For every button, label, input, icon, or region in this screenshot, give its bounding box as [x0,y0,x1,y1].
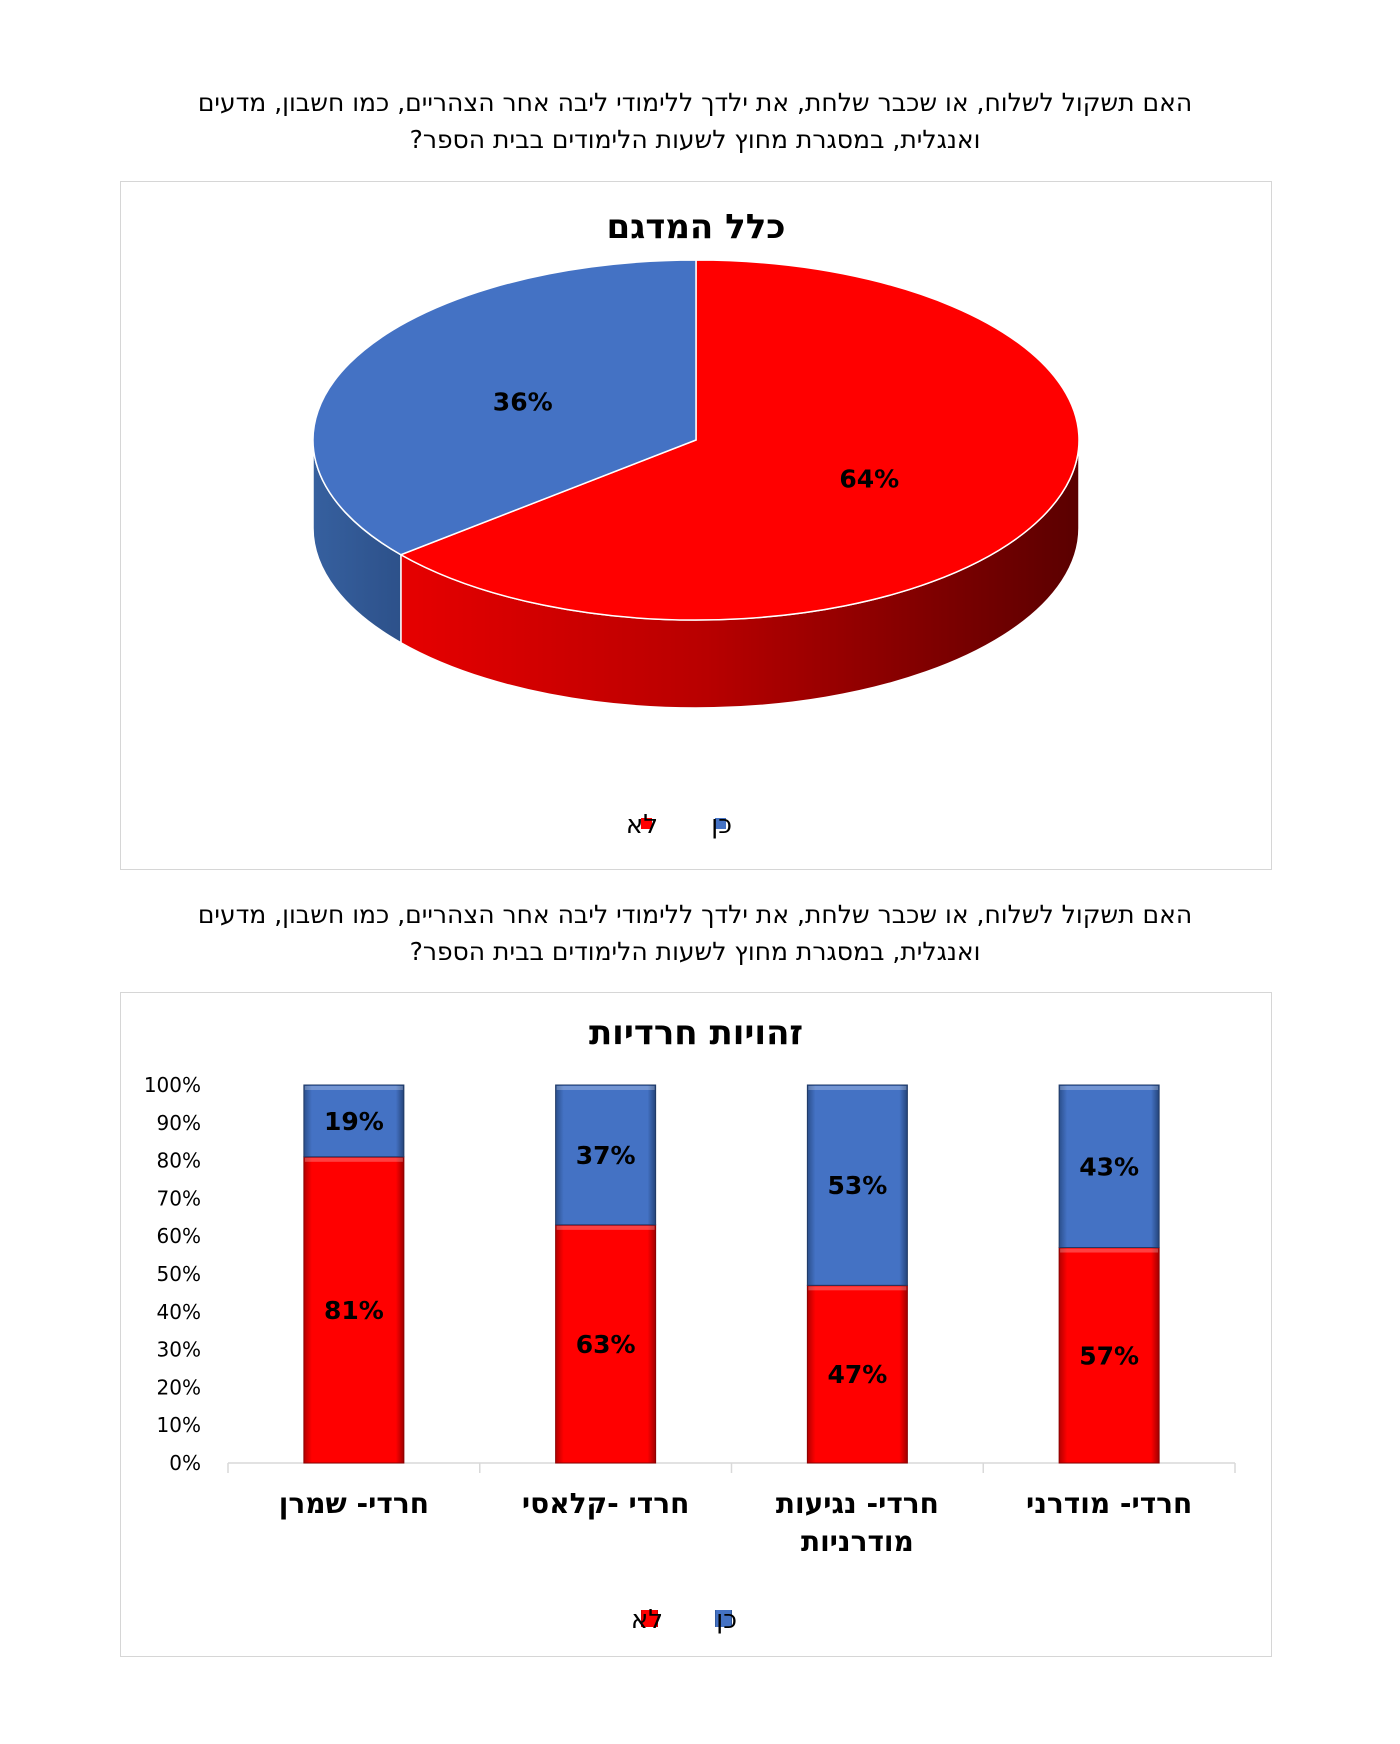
legend-label-yes: כן [716,1605,737,1635]
bar-segment-yes [806,1084,908,1286]
bar-legend: לא כן [631,1605,737,1635]
legend-swatch-yes [715,1610,732,1627]
question-1-line-2: ואנגלית, במסגרת מחוץ לשעות הלימודים בבית… [409,125,981,154]
x-category-label: חרדי -קלאסי [522,1487,689,1520]
y-tick-label: 100% [144,1073,201,1097]
bar-segment-yes [1058,1084,1160,1249]
bar-segment-no [806,1284,908,1464]
legend-swatch-no [641,818,652,829]
y-tick-label: 50% [157,1262,201,1286]
bar-segment-no [1058,1247,1160,1464]
pie-slice-no [399,259,1080,621]
pie-data-label-no: 64% [839,464,899,493]
bar-segment-bevel [808,1286,907,1291]
y-tick-label: 10% [157,1413,201,1437]
y-tick-label: 0% [169,1451,201,1475]
y-tick-label: 90% [157,1111,201,1135]
question-text-2: האם תשקול לשלוח, או שכבר שלחת, את ילדך ל… [130,896,1260,970]
bar-data-label-yes: 43% [1079,1152,1139,1181]
bar-segment-bevel [808,1086,907,1090]
bar-segment-bevel [556,1086,655,1090]
question-text-1: האם תשקול לשלוח, או שכבר שלחת, את ילדך ל… [130,84,1260,158]
question-2-line-2: ואנגלית, במסגרת מחוץ לשעות הלימודים בבית… [409,937,981,966]
bar-segment-yes [555,1084,657,1226]
bar-segment-bevel [304,1157,403,1162]
y-tick-label: 30% [157,1338,201,1362]
pie-slice-yes [312,259,697,556]
bar-segment-bevel [556,1225,655,1230]
bar-data-label-no: 57% [1079,1341,1139,1370]
y-tick-label: 70% [157,1186,201,1210]
question-2-line-1: האם תשקול לשלוח, או שכבר שלחת, את ילדך ל… [197,900,1193,929]
bar-chart-container: זהויות חרדיות 0% 10% 20% 30% 40% 50% 60% 70% 80%… [120,992,1272,1657]
x-category-label: חרדי- מודרני [1026,1487,1192,1520]
question-1-line-1: האם תשקול לשלוח, או שכבר שלחת, את ילדך ל… [197,88,1193,117]
legend-label-no: לא [631,1605,663,1635]
bar-segment-no [303,1156,405,1464]
bar-data-label-yes: 19% [324,1107,384,1136]
pie-chart-container: כלל המדגם 64% 36% לא כן [120,181,1272,870]
x-category-label: חרדי- שמרן [279,1487,429,1520]
y-tick-label: 80% [157,1149,201,1173]
bar-segment-bevel [1060,1248,1159,1253]
bar-segment-bevel [1060,1086,1159,1090]
bar-data-label-yes: 37% [576,1141,636,1170]
pie-data-label-yes: 36% [493,388,553,417]
x-category-label: מודרניות [801,1525,914,1558]
pie-chart: כלל המדגם 64% 36% לא כן [312,207,1080,840]
pie-legend: לא כן [626,810,732,840]
x-category-label: חרדי- נגיעות [776,1487,939,1520]
y-tick-label: 40% [157,1300,201,1324]
bar-data-label-no: 81% [324,1296,384,1325]
bar-segment-no [555,1224,657,1464]
bar-data-label-yes: 53% [827,1171,887,1200]
bar-segment-yes [303,1084,405,1158]
legend-swatch-no [641,1610,658,1627]
bar-segment-bevel [304,1086,403,1090]
bar-chart-title: זהויות חרדיות [589,1013,803,1053]
legend-label-no: לא [626,810,658,840]
bar-data-label-no: 47% [827,1360,887,1389]
stacked-bar-chart: זהויות חרדיות 0% 10% 20% 30% 40% 50% 60% 70% 80%… [144,1013,1236,1635]
legend-label-yes: כן [711,810,732,840]
y-tick-label: 20% [157,1375,201,1399]
pie-chart-title: כלל המדגם [606,207,785,247]
bar-data-label-no: 63% [576,1330,636,1359]
y-tick-label: 60% [157,1224,201,1248]
legend-swatch-yes [715,818,726,829]
